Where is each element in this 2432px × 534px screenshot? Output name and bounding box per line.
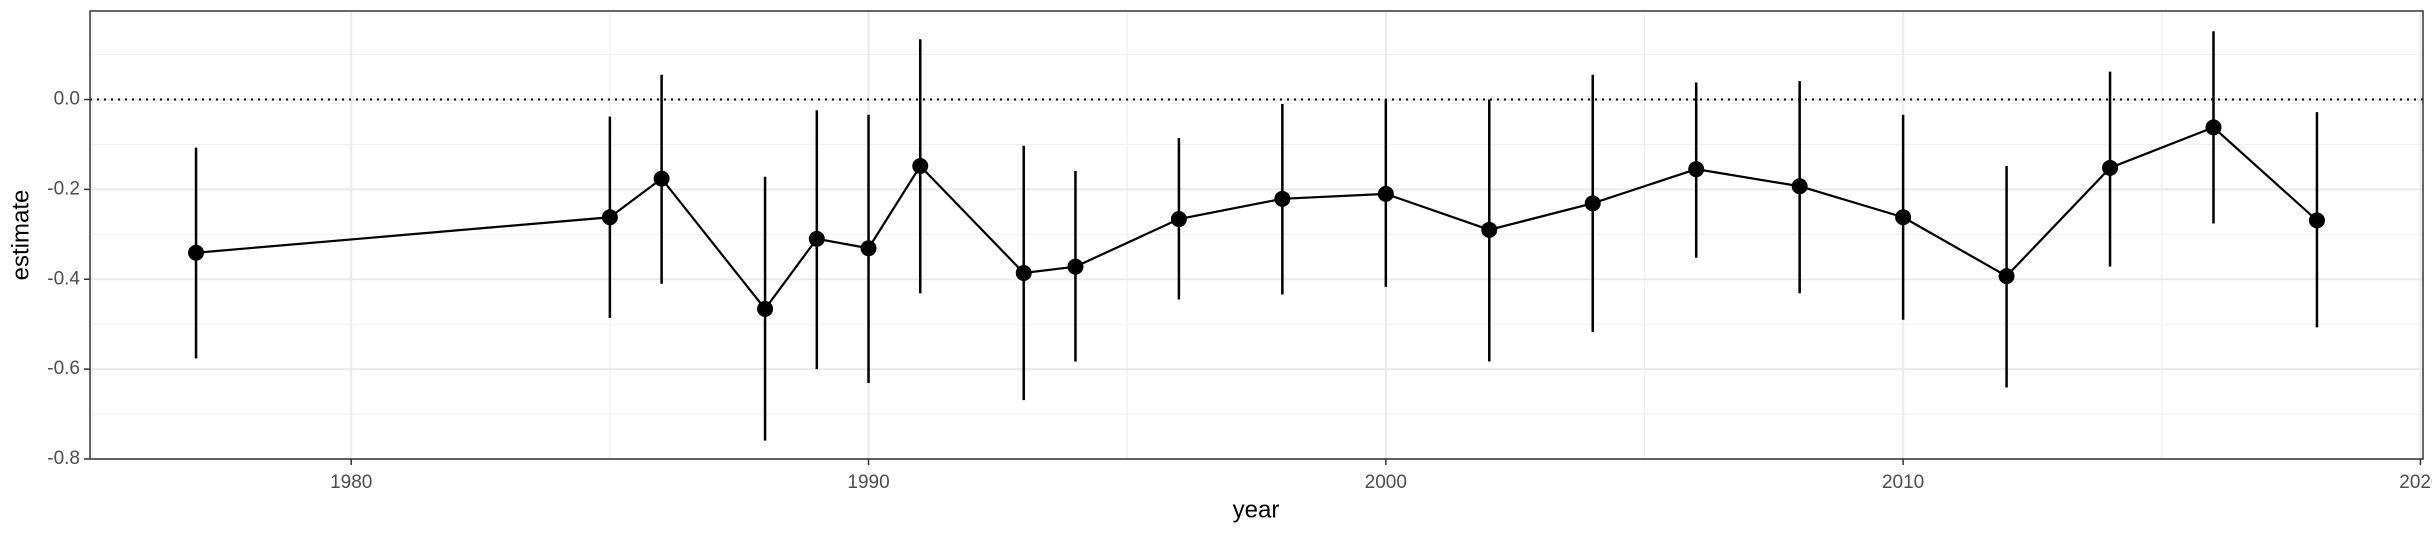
point <box>188 244 205 261</box>
point <box>601 209 618 226</box>
point <box>1015 264 1032 281</box>
x-tick-label: 2020 <box>2399 472 2432 493</box>
point <box>1377 185 1394 202</box>
y-tick-label: -0.8 <box>47 448 80 469</box>
y-tick-label: -0.6 <box>47 358 80 379</box>
x-tick-label: 2000 <box>1365 472 1407 493</box>
point <box>1481 221 1498 238</box>
x-tick-label: 2010 <box>1882 472 1924 493</box>
point <box>653 170 670 187</box>
point <box>808 230 825 247</box>
point <box>2102 159 2119 176</box>
point <box>912 158 929 175</box>
line <box>195 126 2318 311</box>
point <box>1895 209 1912 226</box>
point <box>1170 211 1187 228</box>
point <box>860 240 877 257</box>
point <box>1584 195 1601 212</box>
y-axis-title: estimate <box>7 190 34 281</box>
point <box>1688 161 1705 178</box>
y-tick-label: 0.0 <box>54 89 80 110</box>
point <box>1274 190 1291 207</box>
panel-border <box>89 10 2424 460</box>
x-axis-title: year <box>1233 496 1280 523</box>
y-tick-label: -0.2 <box>47 178 80 199</box>
point <box>2308 212 2325 229</box>
point <box>1067 258 1084 275</box>
x-tick-label: 1990 <box>847 472 889 493</box>
point <box>1791 178 1808 195</box>
y-tick-label: -0.4 <box>47 268 80 289</box>
x-tick-label: 1980 <box>330 472 372 493</box>
point <box>2205 119 2222 136</box>
point <box>757 300 774 317</box>
point <box>1998 268 2015 285</box>
